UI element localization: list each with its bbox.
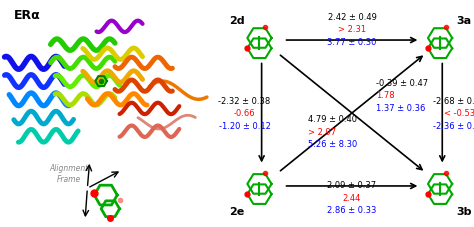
Text: 2.86 ± 0.33: 2.86 ± 0.33	[327, 205, 377, 215]
Text: 3b: 3b	[456, 206, 472, 216]
Text: Alignment
Frame: Alignment Frame	[49, 163, 89, 183]
Text: -0.66: -0.66	[234, 109, 255, 118]
Text: -2.32 ± 0.38: -2.32 ± 0.38	[219, 96, 271, 106]
Text: < -0.53: < -0.53	[444, 109, 474, 118]
Text: 2.44: 2.44	[343, 193, 361, 202]
Text: 4.79 ± 0.40: 4.79 ± 0.40	[308, 115, 357, 124]
Text: 3a: 3a	[456, 15, 472, 25]
Text: -2.36 ± 0.33: -2.36 ± 0.33	[433, 121, 474, 131]
Text: 2.42 ± 0.49: 2.42 ± 0.49	[328, 12, 376, 22]
Text: 2e: 2e	[229, 206, 245, 216]
Text: 5.26 ± 8.30: 5.26 ± 8.30	[308, 140, 357, 149]
Text: -1.20 ± 0.12: -1.20 ± 0.12	[219, 121, 271, 131]
Text: > 2.31: > 2.31	[338, 25, 366, 34]
Text: -0.39 ± 0.47: -0.39 ± 0.47	[376, 78, 428, 87]
Text: 3.77 ± 0.30: 3.77 ± 0.30	[327, 37, 377, 47]
Text: 2d: 2d	[229, 15, 245, 25]
Text: ERα: ERα	[14, 9, 41, 22]
Text: 1.78: 1.78	[376, 91, 395, 100]
Text: -2.68 ± 0.38: -2.68 ± 0.38	[433, 96, 474, 106]
Text: 2.09 ± 0.37: 2.09 ± 0.37	[328, 180, 376, 190]
Text: 1.37 ± 0.36: 1.37 ± 0.36	[376, 103, 426, 112]
Text: > 2.97: > 2.97	[308, 127, 336, 136]
